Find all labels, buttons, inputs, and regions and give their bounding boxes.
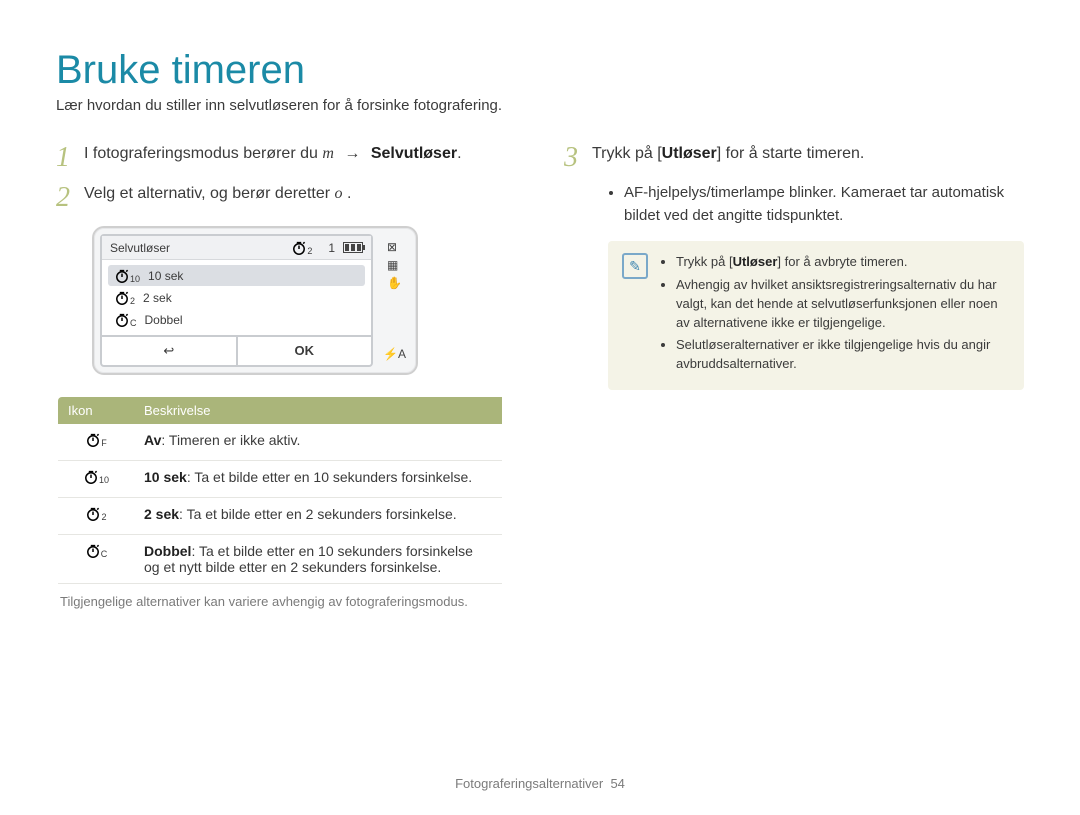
option-dobbel[interactable]: CDobbel — [108, 309, 365, 330]
timer-icon: F — [85, 432, 107, 447]
header-count: 1 — [328, 241, 335, 255]
side-icons: ⊠ ▦ ✋ ⚡A — [383, 234, 410, 367]
screen-title: Selvutløser — [110, 241, 170, 255]
table-row: CDobbel: Ta et bilde etter en 10 sekunde… — [58, 535, 502, 584]
step-1-text-pre: I fotograferingsmodus berører du — [84, 145, 322, 162]
arrow-icon: → — [344, 145, 360, 162]
footnote: Tilgjengelige alternativer kan variere a… — [60, 594, 516, 609]
note-icon: ✎ — [622, 253, 648, 279]
step-num-1: 1 — [56, 144, 70, 172]
battery-icon — [343, 242, 363, 253]
note-item: Selutløseralternativer er ikke tilgjenge… — [676, 336, 1010, 374]
step-3: 3 Trykk på [Utløser] for å starte timere… — [564, 142, 1024, 172]
flash-auto-icon: ⚡A — [383, 347, 406, 361]
step-num-2: 2 — [56, 184, 70, 212]
timer-icon: 2 — [291, 240, 312, 255]
option-10-sek[interactable]: 1010 sek — [108, 265, 365, 286]
ok-button[interactable]: OK — [238, 337, 372, 365]
note-item: Avhengig av hvilket ansiktsregistrerings… — [676, 276, 1010, 333]
timer-icon: 2 — [114, 290, 135, 305]
option-2-sek[interactable]: 22 sek — [108, 287, 365, 308]
screen-options: 1010 sek22 sekCDobbel — [102, 260, 371, 335]
step-3-bullet: AF-hjelpelys/timerlampe blinker. Kamerae… — [608, 182, 1024, 227]
note-box: ✎ Trykk på [Utløser] for å avbryte timer… — [608, 241, 1024, 390]
page-footer: Fotograferingsalternativer 54 — [0, 776, 1080, 791]
timer-icon: C — [85, 543, 108, 558]
table-row: 22 sek: Ta et bilde etter en 2 sekunders… — [58, 498, 502, 535]
th-desc: Beskrivelse — [134, 397, 502, 424]
step-1-m: m — [322, 145, 334, 162]
timer-icon: C — [114, 312, 137, 327]
th-icon: Ikon — [58, 397, 134, 424]
side-icon: ⊠ — [387, 240, 397, 254]
step-3-key: Utløser — [662, 145, 717, 162]
timer-icon: 2 — [85, 506, 106, 521]
step-2-text: Velg et alternativ, og berør deretter — [84, 185, 335, 202]
back-button[interactable]: ↩ — [102, 337, 238, 365]
timer-icon: 10 — [83, 469, 109, 484]
table-row: FAv: Timeren er ikke aktiv. — [58, 424, 502, 461]
side-icon: ✋ — [387, 276, 402, 290]
camera-ui-mock: Selvutløser 2 1 1010 sek22 sekCDobbel ↩ — [92, 226, 418, 375]
side-icon: ▦ — [387, 258, 398, 272]
note-item: Trykk på [Utløser] for å avbryte timeren… — [676, 253, 1010, 272]
step-1-target: Selvutløser — [371, 145, 457, 162]
page-title: Bruke timeren — [56, 48, 1024, 93]
screen-header: Selvutløser 2 1 — [102, 236, 371, 260]
timer-icon: 10 — [114, 268, 140, 283]
step-2: 2 Velg et alternativ, og berør deretter … — [56, 182, 516, 212]
table-row: 1010 sek: Ta et bilde etter en 10 sekund… — [58, 461, 502, 498]
timer-options-table: Ikon Beskrivelse FAv: Timeren er ikke ak… — [58, 397, 502, 584]
step-num-3: 3 — [564, 144, 578, 172]
page-subtitle: Lær hvordan du stiller inn selvutløseren… — [56, 97, 1024, 114]
step-1: 1 I fotograferingsmodus berører du m → S… — [56, 142, 516, 172]
step-2-o: o — [335, 185, 343, 202]
